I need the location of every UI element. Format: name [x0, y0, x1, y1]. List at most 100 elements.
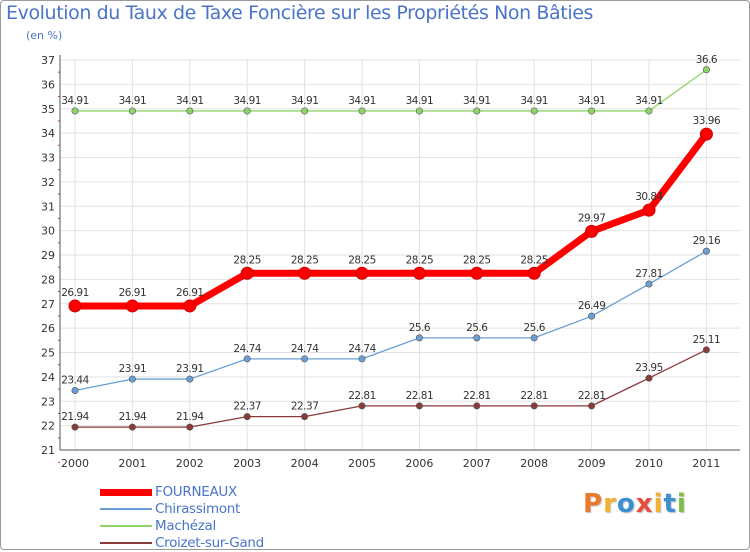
data-label-chirassimont: 26.49	[578, 300, 606, 312]
data-point-fourneaux	[298, 266, 312, 280]
y-tick-label: 26	[41, 322, 55, 335]
axes: 21 22 23 24 25 26 27 28 29 30 31 32 33 34 35 36 37 2000 20…	[41, 54, 740, 470]
data-label-chirassimont: 25.6	[524, 322, 546, 334]
x-tick-label: 2011	[692, 457, 720, 470]
data-label-croizet-sur-gand: 22.37	[233, 401, 261, 413]
x-tick-label: 2010	[635, 457, 663, 470]
data-label-mach-zal: 34.91	[520, 95, 548, 107]
data-label-croizet-sur-gand: 22.81	[578, 390, 606, 402]
data-point-mach-zal	[128, 107, 136, 115]
x-tick-label: 2009	[578, 457, 606, 470]
y-tick-label: 30	[41, 225, 55, 238]
data-label-mach-zal: 34.91	[635, 95, 663, 107]
data-point-mach-zal	[415, 107, 423, 115]
legend-item: FOURNEAUX	[100, 484, 320, 501]
data-point-mach-zal	[645, 107, 653, 115]
data-label-fourneaux: 26.91	[119, 287, 147, 299]
data-label-fourneaux: 30.84	[635, 191, 663, 203]
data-labels: 34.91 34.91 34.91 34.91 34.91 34.91 34.91 34.91…	[61, 54, 721, 423]
series-line-croizet-sur-gand	[75, 349, 707, 428]
y-tick-label: 29	[41, 249, 55, 262]
data-label-mach-zal: 36.6	[696, 54, 718, 66]
data-point-mach-zal	[71, 107, 79, 115]
y-tick-label: 23	[41, 395, 55, 408]
proxiti-logo: Proxiti	[583, 489, 687, 519]
data-label-croizet-sur-gand: 22.37	[291, 401, 319, 413]
data-point-chirassimont	[243, 355, 251, 363]
data-label-mach-zal: 34.91	[463, 95, 491, 107]
data-label-mach-zal: 34.91	[119, 95, 147, 107]
data-label-mach-zal: 34.91	[406, 95, 434, 107]
data-point-fourneaux	[412, 266, 426, 280]
data-label-fourneaux: 28.25	[291, 254, 319, 266]
data-point-chirassimont	[71, 387, 79, 395]
data-point-croizet-sur-gand	[473, 402, 481, 410]
data-point-fourneaux	[527, 266, 541, 280]
data-point-croizet-sur-gand	[415, 402, 423, 410]
data-label-chirassimont: 23.44	[61, 375, 89, 387]
data-label-fourneaux: 28.25	[233, 254, 261, 266]
legend-label: Machézal	[155, 518, 216, 534]
x-tick-label: 2001	[118, 457, 146, 470]
data-label-chirassimont: 29.16	[693, 235, 721, 247]
data-label-mach-zal: 34.91	[348, 95, 376, 107]
data-point-fourneaux	[699, 127, 713, 141]
data-point-fourneaux	[355, 266, 369, 280]
legend-item: Chirassimont	[100, 501, 320, 518]
data-point-chirassimont	[473, 334, 481, 342]
data-point-croizet-sur-gand	[71, 423, 79, 431]
data-label-croizet-sur-gand: 22.81	[463, 390, 491, 402]
data-label-croizet-sur-gand: 21.94	[119, 411, 147, 423]
data-point-chirassimont	[645, 280, 653, 288]
data-label-fourneaux: 28.25	[406, 254, 434, 266]
data-label-mach-zal: 34.91	[61, 95, 89, 107]
data-label-mach-zal: 34.91	[578, 95, 606, 107]
data-point-fourneaux	[240, 266, 254, 280]
y-tick-label: 24	[41, 371, 55, 384]
data-point-croizet-sur-gand	[358, 402, 366, 410]
y-tick-label: 28	[41, 273, 55, 286]
data-point-fourneaux	[125, 299, 139, 313]
y-tick-label: 25	[41, 347, 55, 360]
data-point-mach-zal	[301, 107, 309, 115]
data-label-croizet-sur-gand: 21.94	[61, 411, 89, 423]
data-point-chirassimont	[530, 334, 538, 342]
data-point-mach-zal	[243, 107, 251, 115]
data-point-mach-zal	[530, 107, 538, 115]
grid	[60, 59, 740, 451]
data-point-croizet-sur-gand	[301, 413, 309, 421]
data-point-croizet-sur-gand	[128, 423, 136, 431]
data-point-mach-zal	[588, 107, 596, 115]
data-label-mach-zal: 34.91	[176, 95, 204, 107]
x-tick-label: 2005	[348, 457, 376, 470]
y-tick-label: 34	[41, 127, 55, 140]
data-label-fourneaux: 26.91	[176, 287, 204, 299]
data-point-chirassimont	[186, 375, 194, 383]
data-point-chirassimont	[301, 355, 309, 363]
series-line-mach-zal	[75, 69, 707, 112]
data-point-fourneaux	[470, 266, 484, 280]
data-label-chirassimont: 24.74	[291, 343, 319, 355]
data-point-croizet-sur-gand	[186, 423, 194, 431]
y-tick-label: 27	[41, 298, 55, 311]
data-point-croizet-sur-gand	[702, 346, 710, 354]
data-point-chirassimont	[358, 355, 366, 363]
series-group	[68, 66, 713, 431]
data-point-mach-zal	[702, 66, 710, 74]
data-point-chirassimont	[588, 312, 596, 320]
data-point-fourneaux	[68, 299, 82, 313]
data-point-fourneaux	[642, 203, 656, 217]
y-tick-label: 35	[41, 103, 55, 116]
x-tick-label: 2007	[463, 457, 491, 470]
data-point-croizet-sur-gand	[645, 374, 653, 382]
x-tick-label: 2003	[233, 457, 261, 470]
data-point-croizet-sur-gand	[588, 402, 596, 410]
data-label-fourneaux: 29.97	[578, 212, 606, 224]
legend-swatch	[100, 508, 152, 510]
legend-label: FOURNEAUX	[155, 484, 237, 500]
legend-item: Croizet-sur-Gand	[100, 535, 320, 552]
data-label-croizet-sur-gand: 21.94	[176, 411, 204, 423]
data-point-croizet-sur-gand	[530, 402, 538, 410]
x-tick-label: 2000	[61, 457, 89, 470]
